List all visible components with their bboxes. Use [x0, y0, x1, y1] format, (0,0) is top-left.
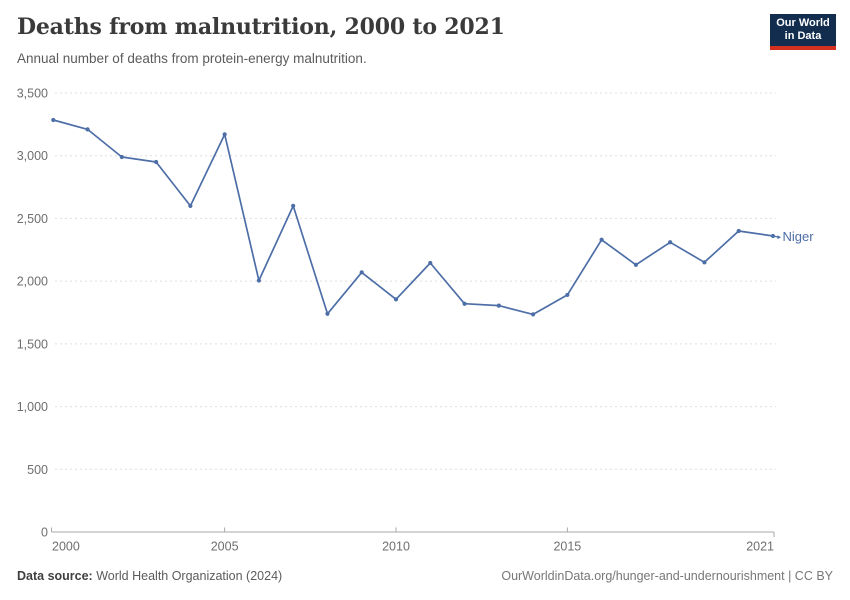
data-point	[359, 270, 364, 275]
owid-logo-line2: in Data	[784, 30, 822, 42]
y-tick-label: 2,500	[17, 212, 48, 226]
chart-subtitle: Annual number of deaths from protein-ene…	[17, 51, 367, 66]
data-point	[119, 154, 124, 160]
data-point	[530, 312, 536, 317]
data-point	[462, 301, 467, 306]
data-point	[188, 203, 193, 208]
x-tick-label: 2000	[52, 540, 80, 554]
entity-label: Niger	[782, 229, 814, 244]
data-point	[393, 297, 399, 302]
data-point	[496, 303, 501, 308]
data-point	[770, 233, 776, 239]
x-tick-label: 2015	[553, 540, 581, 554]
y-tick-label: 1,500	[17, 337, 48, 351]
data-point	[85, 127, 90, 132]
data-point	[599, 237, 604, 242]
data-point	[633, 262, 638, 267]
data-source-note: Data source: World Health Organization (…	[17, 569, 282, 583]
data-point	[565, 292, 570, 298]
y-tick-label: 500	[27, 463, 48, 477]
owid-logo: Our World in Data	[770, 14, 836, 50]
y-tick-label: 2,000	[17, 275, 48, 289]
data-source-label: Data source:	[17, 569, 93, 583]
data-point	[736, 228, 741, 234]
y-tick-label: 3,000	[17, 149, 48, 163]
footer-link[interactable]: OurWorldinData.org/hunger-and-undernouri…	[501, 569, 833, 583]
y-tick-label: 1,000	[17, 400, 48, 414]
owid-logo-line1: Our World	[776, 17, 830, 29]
x-tick-label: 2005	[211, 540, 239, 554]
series-line-niger	[52, 119, 774, 316]
data-point	[428, 260, 433, 266]
x-tick-label: 2010	[382, 540, 410, 554]
chart-title: Deaths from malnutrition, 2000 to 2021	[17, 14, 505, 40]
data-point	[668, 240, 673, 245]
data-point	[325, 311, 330, 316]
y-tick-label: 0	[41, 526, 48, 540]
data-point	[702, 260, 707, 265]
data-point	[154, 159, 159, 165]
data-point	[256, 278, 262, 283]
data-point	[291, 203, 296, 208]
x-tick-label: 2021	[746, 540, 774, 554]
data-source-value: World Health Organization (2024)	[96, 569, 283, 583]
data-point	[51, 117, 56, 123]
data-point	[222, 132, 227, 137]
y-tick-label: 3,500	[17, 87, 48, 101]
entity-label-arrow-icon	[777, 235, 781, 240]
